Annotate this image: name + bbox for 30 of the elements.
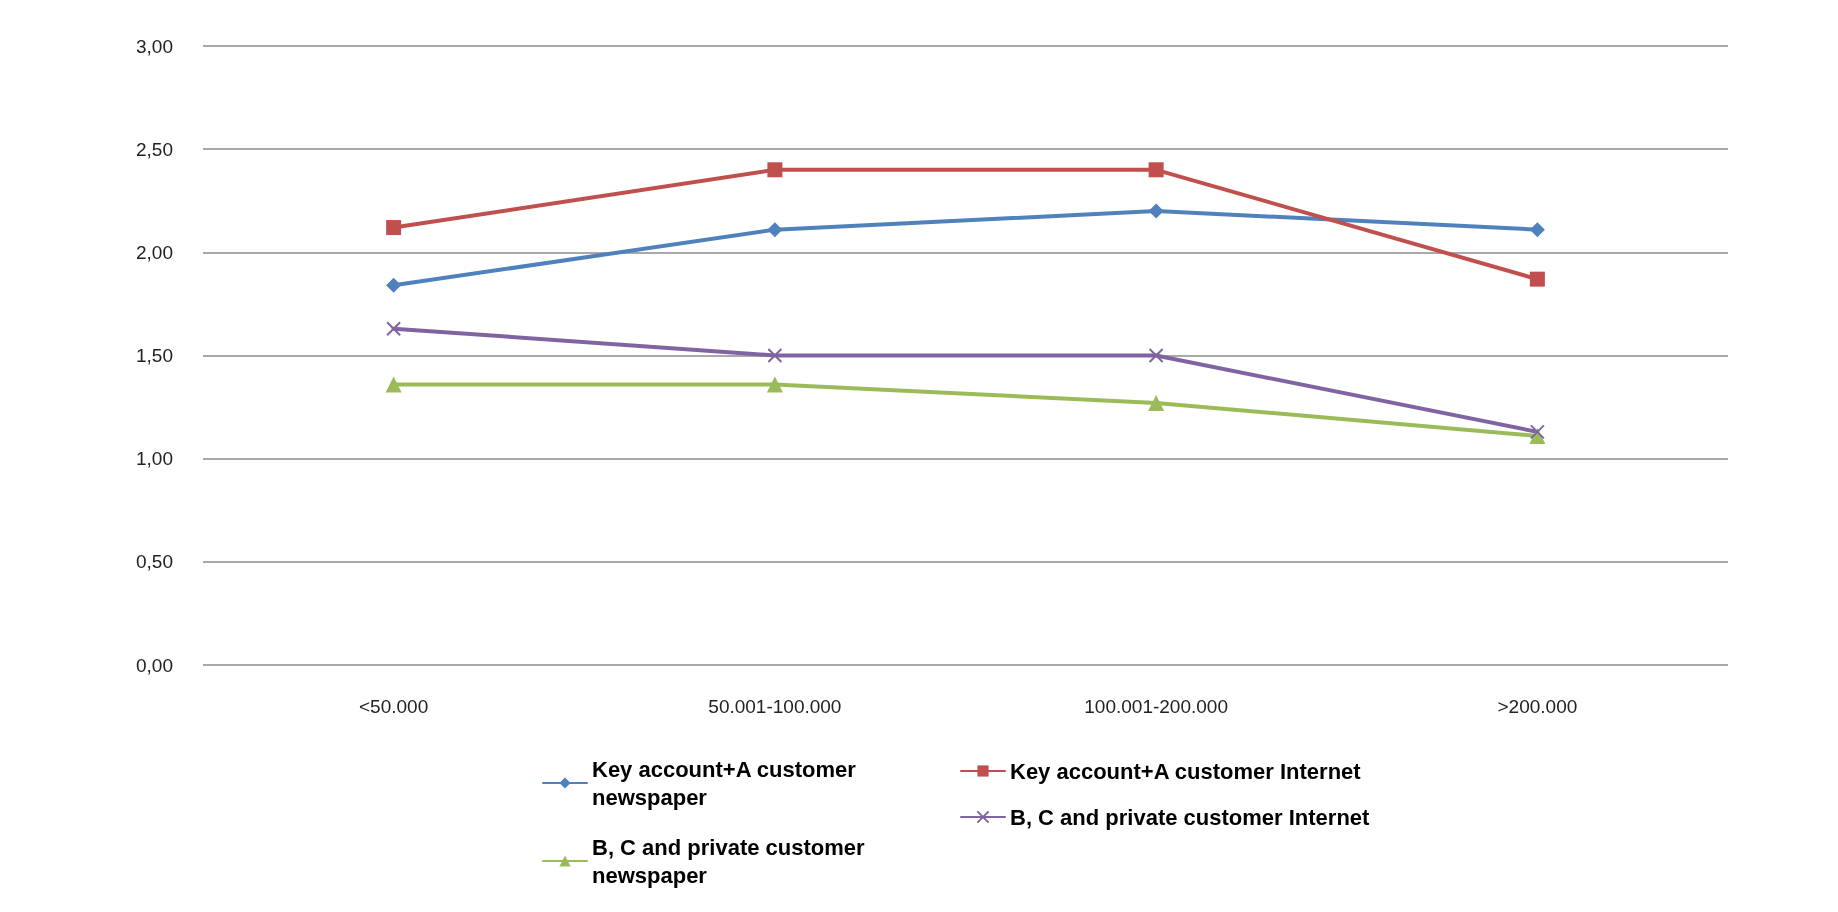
y-tick-label: 1,50 xyxy=(136,345,173,366)
point xyxy=(1148,162,1164,178)
point xyxy=(385,376,402,393)
point xyxy=(1148,394,1165,411)
legend-label: Key account+A customer Internet xyxy=(1010,758,1362,784)
legend-label: Key account+A customer newspaper xyxy=(592,756,862,810)
point xyxy=(767,162,783,178)
point xyxy=(767,222,783,238)
legend-label: B, C and private customer Internet xyxy=(1010,804,1371,830)
x-tick-label: 50.001-100.000 xyxy=(708,696,842,717)
point xyxy=(386,277,402,293)
x-tick-label: <50.000 xyxy=(359,696,429,717)
point xyxy=(1529,222,1545,238)
point xyxy=(386,321,402,337)
x-tick-label: >200.000 xyxy=(1497,696,1578,717)
point xyxy=(766,376,783,393)
x-tick-label: 100.001-200.000 xyxy=(1084,696,1228,717)
point xyxy=(767,348,783,363)
y-tick-label: 3,00 xyxy=(136,35,173,57)
point xyxy=(1148,203,1164,219)
point xyxy=(386,220,402,236)
point xyxy=(1529,271,1545,287)
legend-label: B, C and private customer newspaper xyxy=(592,834,871,888)
y-tick-label: 0,50 xyxy=(136,551,173,573)
y-tick-label: 2,50 xyxy=(136,138,173,160)
point xyxy=(1148,348,1164,363)
point xyxy=(1529,424,1545,440)
y-tick-label: 1,00 xyxy=(136,448,173,470)
y-tick-label: 2,00 xyxy=(136,241,173,263)
y-tick-label: 0,00 xyxy=(136,654,173,676)
